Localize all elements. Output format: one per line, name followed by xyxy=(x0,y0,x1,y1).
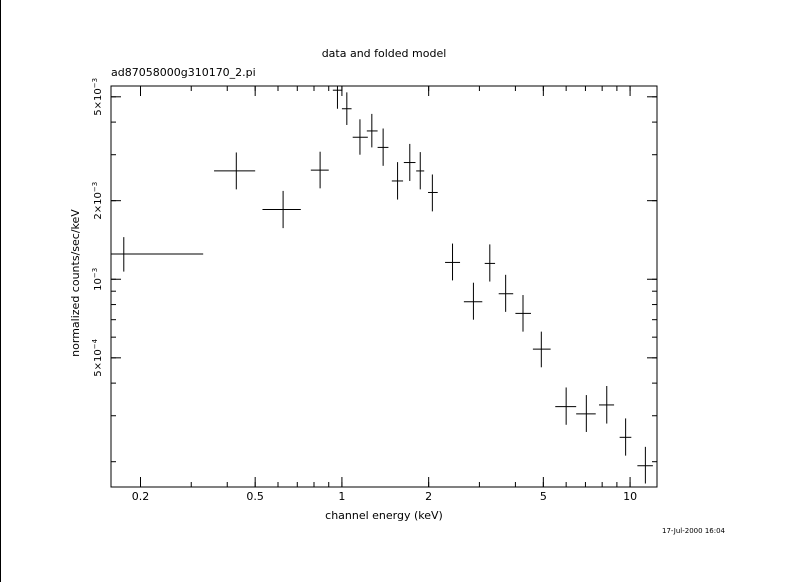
chart-subtitle: ad87058000g310170_2.pi xyxy=(111,66,256,79)
x-tick-label: 10 xyxy=(623,490,637,503)
data-point xyxy=(576,395,596,432)
data-point xyxy=(445,243,461,281)
data-point xyxy=(619,418,632,456)
data-point xyxy=(262,190,301,229)
data-point xyxy=(332,86,342,109)
data-point xyxy=(214,152,256,190)
x-tick-label: 2 xyxy=(425,490,432,503)
data-points xyxy=(111,86,653,484)
window-left-border xyxy=(0,0,1,582)
data-point xyxy=(416,152,425,190)
y-tick-label: 2×10−3 xyxy=(91,182,104,220)
data-point xyxy=(428,174,438,212)
data-point xyxy=(463,282,483,320)
data-point xyxy=(366,113,378,148)
x-tick-label: 0.5 xyxy=(246,490,264,503)
timestamp: 17-Jul-2000 16:04 xyxy=(662,527,726,535)
data-point xyxy=(391,162,404,200)
data-point xyxy=(111,237,204,272)
x-tick-label: 0.2 xyxy=(132,490,150,503)
data-point xyxy=(498,274,514,312)
data-point xyxy=(377,128,389,166)
major-ticks xyxy=(111,86,657,487)
x-tick-label: 1 xyxy=(338,490,345,503)
y-tick-label: 5×10−4 xyxy=(91,338,104,376)
data-point xyxy=(403,143,416,181)
data-point xyxy=(532,331,551,368)
data-point xyxy=(352,119,368,155)
y-tick-label: 10−3 xyxy=(91,268,104,291)
chart-title: data and folded model xyxy=(322,47,447,60)
y-tick-labels: 5×10−4 10−3 2×10−3 5×10−3 xyxy=(91,78,104,377)
data-point xyxy=(341,92,352,125)
data-point xyxy=(637,446,653,484)
data-point xyxy=(555,387,577,425)
minor-ticks xyxy=(111,86,657,487)
y-tick-label: 5×10−3 xyxy=(91,78,104,116)
x-tick-label: 5 xyxy=(540,490,547,503)
x-axis-label: channel energy (keV) xyxy=(325,509,443,522)
data-point xyxy=(598,385,615,424)
x-tick-labels: 0.2 0.5 1 2 5 10 xyxy=(132,490,637,503)
data-point xyxy=(515,295,531,332)
y-axis-label: normalized counts/sec/keV xyxy=(69,209,82,357)
data-point xyxy=(484,244,496,282)
plot-frame xyxy=(110,85,658,488)
data-point xyxy=(310,151,329,189)
